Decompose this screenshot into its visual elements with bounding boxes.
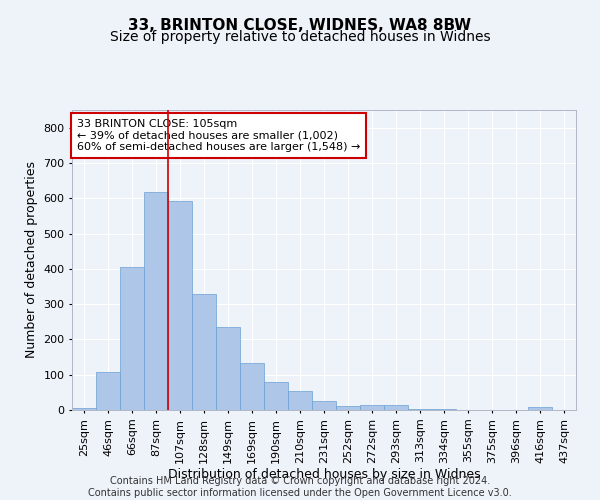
Bar xyxy=(528,407,552,410)
Bar xyxy=(144,192,168,410)
Text: 33, BRINTON CLOSE, WIDNES, WA8 8BW: 33, BRINTON CLOSE, WIDNES, WA8 8BW xyxy=(128,18,472,32)
Bar xyxy=(192,294,216,410)
Bar xyxy=(120,267,144,410)
Bar xyxy=(72,408,96,410)
Bar xyxy=(168,201,192,410)
Y-axis label: Number of detached properties: Number of detached properties xyxy=(25,162,38,358)
Bar xyxy=(96,372,120,410)
Bar xyxy=(288,390,312,410)
Bar xyxy=(384,404,408,410)
Bar xyxy=(312,401,336,410)
X-axis label: Distribution of detached houses by size in Widnes: Distribution of detached houses by size … xyxy=(167,468,481,481)
Bar xyxy=(432,409,456,410)
Bar xyxy=(336,406,360,410)
Text: Size of property relative to detached houses in Widnes: Size of property relative to detached ho… xyxy=(110,30,490,44)
Bar xyxy=(408,408,432,410)
Bar xyxy=(264,382,288,410)
Bar xyxy=(240,364,264,410)
Bar xyxy=(360,404,384,410)
Bar xyxy=(216,326,240,410)
Text: Contains HM Land Registry data © Crown copyright and database right 2024.
Contai: Contains HM Land Registry data © Crown c… xyxy=(88,476,512,498)
Text: 33 BRINTON CLOSE: 105sqm
← 39% of detached houses are smaller (1,002)
60% of sem: 33 BRINTON CLOSE: 105sqm ← 39% of detach… xyxy=(77,119,361,152)
